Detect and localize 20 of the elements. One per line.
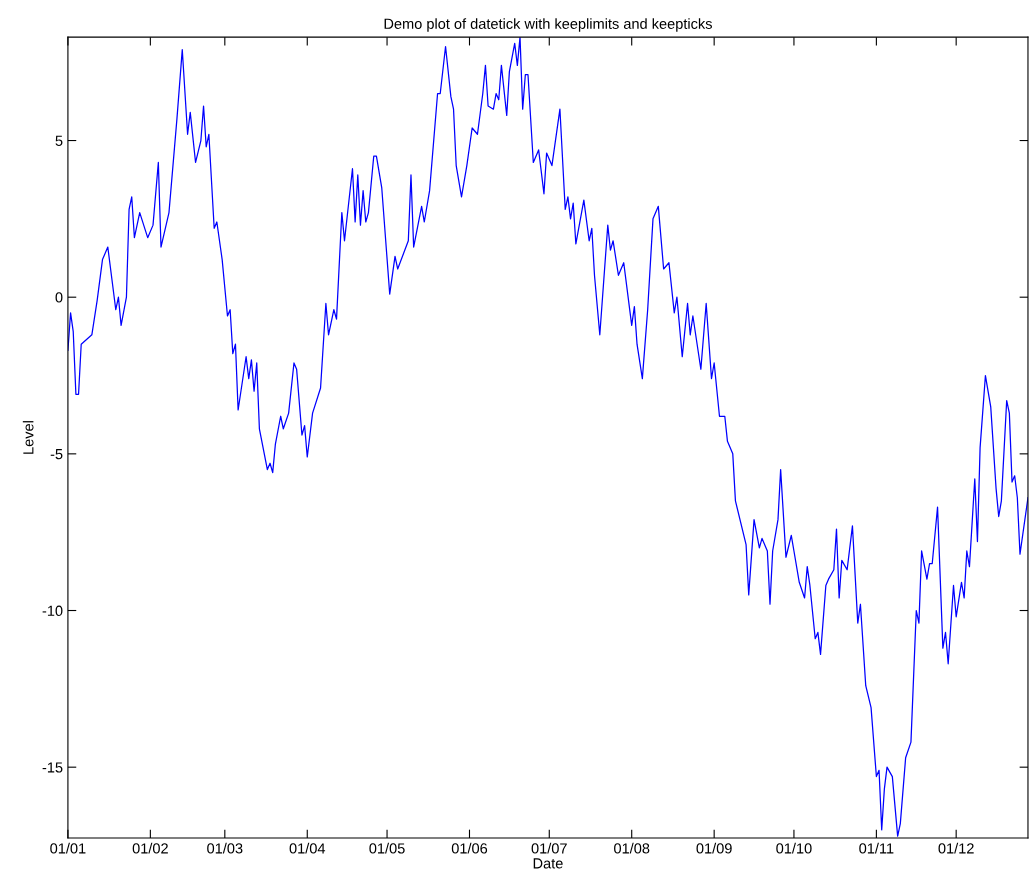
x-tick-label: 01/12: [938, 842, 974, 854]
x-tick-label: 01/09: [696, 842, 732, 854]
x-tick-label: 01/06: [451, 842, 488, 854]
x-tick-label: 01/07: [531, 842, 567, 854]
y-tick-label: -15: [42, 762, 63, 773]
x-tick-label: 01/04: [289, 842, 326, 854]
x-tick-label: 01/03: [207, 842, 243, 854]
x-tick-label: 01/05: [369, 842, 405, 854]
y-tick-label: -5: [50, 449, 63, 460]
x-tick-label: 01/01: [50, 842, 86, 854]
y-tick-label: -10: [42, 605, 63, 616]
y-tick-label: 5: [55, 135, 63, 146]
x-axis-title: Date: [533, 858, 563, 869]
x-tick-label: 01/02: [132, 842, 168, 854]
x-tick-label: 01/11: [859, 842, 894, 854]
chart-title: Demo plot of datetick with keeplimits and keepticks: [384, 18, 712, 32]
y-axis-title: Level: [22, 421, 34, 454]
x-tick-label: 01/08: [614, 842, 650, 854]
y-tick-label: 0: [55, 292, 63, 303]
x-tick-label: 01/10: [776, 842, 812, 854]
